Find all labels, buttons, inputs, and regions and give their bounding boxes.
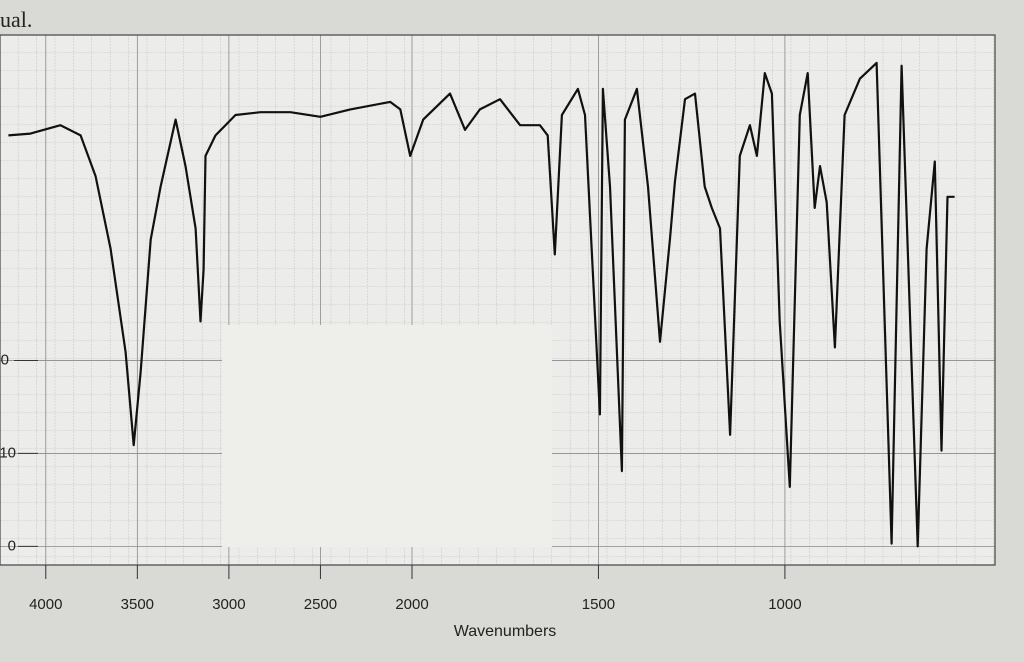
- x-tick-label: 2500: [304, 596, 337, 613]
- plot-frame: [0, 34, 996, 566]
- x-axis-label: Wavenumbers: [454, 623, 557, 640]
- x-tick-label: 1500: [582, 596, 615, 613]
- y-tick-label: 10: [0, 444, 16, 461]
- x-tick-label: 3000: [212, 596, 245, 613]
- x-tick-label: 4000: [29, 596, 62, 613]
- x-tick-label: 2000: [395, 596, 428, 613]
- x-tick-label: 1000: [768, 596, 801, 613]
- page-text: ual.: [0, 7, 32, 32]
- y-tick-label: 20: [0, 351, 9, 368]
- spectrum-line: [8, 61, 955, 548]
- y-tick-label: 0: [8, 537, 16, 554]
- x-tick-label: 3500: [121, 596, 154, 613]
- paper-label: [222, 325, 552, 547]
